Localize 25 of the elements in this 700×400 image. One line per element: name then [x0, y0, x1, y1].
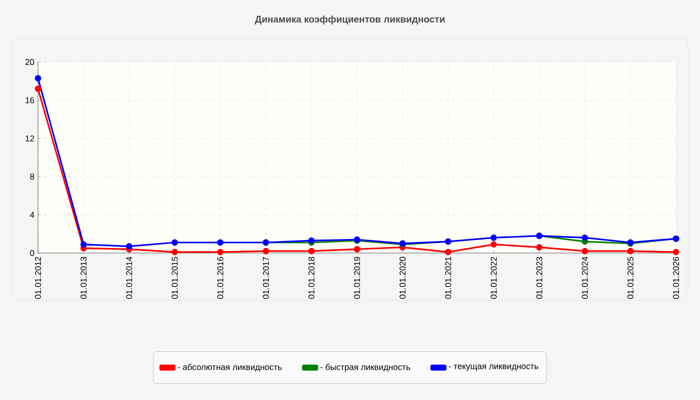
legend-label: - абсолютная ликвидность — [178, 364, 282, 372]
x-tick-label: 01.01.2015 — [172, 256, 178, 299]
x-tick-label: 01.01.2013 — [80, 256, 87, 299]
x-tick-label: 01.01.2019 — [354, 256, 360, 299]
legend-label: - текущая ликвидность — [448, 364, 538, 371]
x-tick-label: 01.01.2020 — [400, 256, 406, 299]
y-tick-label: 20 — [25, 59, 34, 66]
y-tick-label: 4 — [30, 212, 34, 218]
x-tick-label: 01.01.2017 — [262, 256, 269, 299]
x-tick-label: 01.01.2014 — [126, 256, 132, 299]
x-tick-label: 01.01.2022 — [490, 256, 497, 299]
x-tick-label: 01.01.2023 — [536, 256, 542, 299]
x-tick-label: 01.01.2016 — [217, 256, 224, 299]
y-tick-label: 8 — [30, 174, 34, 180]
legend-label: - быстрая ликвидность — [320, 364, 410, 372]
chart-title: Динамика коэффициентов ликвидности — [254, 16, 444, 24]
y-tick-label: 16 — [26, 97, 34, 104]
x-tick-label: 01.01.2021 — [445, 256, 452, 299]
x-tick-label: 01.01.2025 — [627, 256, 634, 299]
x-tick-label: 01.01.2024 — [582, 256, 588, 299]
x-tick-label: 01.01.2018 — [308, 256, 314, 299]
x-tick-label: 01.01.2012 — [35, 256, 42, 299]
y-tick-label: 0 — [30, 250, 34, 256]
x-tick-label: 01.01.2026 — [673, 256, 680, 299]
y-tick-label: 12 — [26, 135, 34, 142]
